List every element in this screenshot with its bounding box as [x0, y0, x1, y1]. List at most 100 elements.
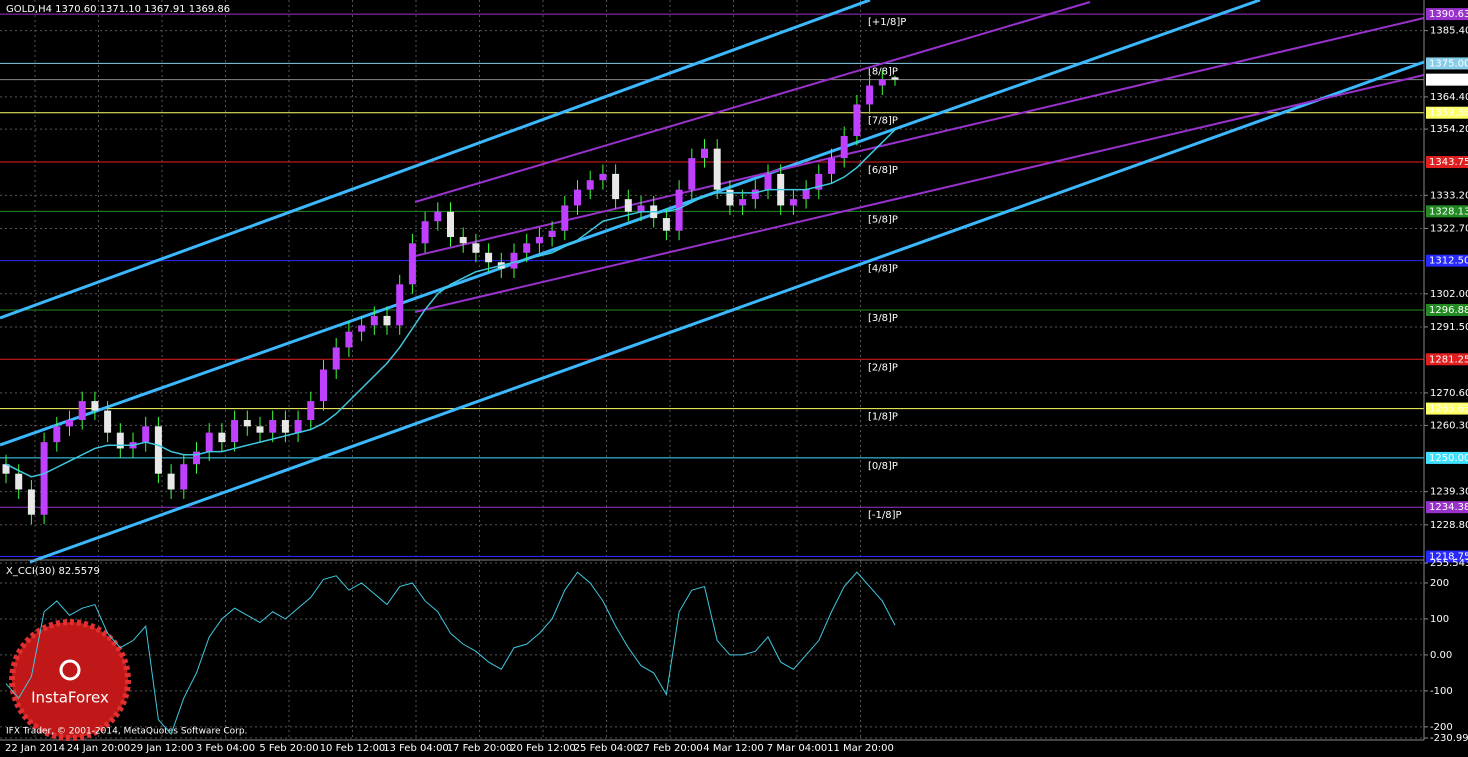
cci-tick-label: 200 [1430, 578, 1449, 589]
candle-body [396, 284, 404, 326]
candle-body [510, 252, 518, 269]
y-tick-label: 1385.40 [1430, 26, 1468, 37]
candle-body [802, 189, 810, 200]
candle-body [675, 189, 683, 231]
candle-body [599, 173, 607, 181]
candle-body [2, 464, 10, 474]
candle-body [116, 432, 124, 449]
levels: [+1/8]P [8/8]P [7/8]P [6/8]P [5/8]P [4/8]P [3/… [0, 13, 1424, 558]
candle-body [840, 136, 848, 159]
candle-body [662, 218, 670, 231]
cci-tick-label: 255.5434 [1430, 558, 1468, 569]
candle-body [40, 442, 48, 515]
candle-body [459, 237, 467, 244]
x-tick-label: 4 Mar 12:00 [703, 743, 763, 754]
cci-tick-label: 0.00 [1430, 650, 1452, 661]
candle-body [637, 205, 645, 212]
x-tick-label: 3 Feb 04:00 [196, 743, 255, 754]
level-name: [5/8]P [868, 214, 898, 225]
channel-line [0, 0, 871, 320]
x-tick-label: 5 Feb 20:00 [259, 743, 318, 754]
level-name: [0/8]P [868, 461, 898, 472]
candle-body [154, 426, 162, 474]
level-tag [1426, 156, 1468, 169]
candle-body [853, 104, 861, 137]
candle-body [688, 158, 696, 190]
last-price-tag [1426, 73, 1468, 86]
channels [0, 0, 1425, 564]
cci-tick-label: -200 [1430, 722, 1453, 733]
level-name: [1/8]P [868, 412, 898, 423]
y-tick-label: 1302.00 [1430, 289, 1468, 300]
candle-body [751, 189, 759, 200]
cci-line [5, 571, 896, 736]
y-tick-label: 1364.40 [1430, 92, 1468, 103]
level-name: [4/8]P [868, 264, 898, 275]
grid [0, 0, 1424, 740]
level-tag-label: 1250.00 [1429, 453, 1468, 464]
candle-body [523, 243, 531, 253]
candle-body [789, 199, 797, 206]
channel-line [414, 74, 1425, 313]
candle-body [574, 189, 581, 206]
level-tag-label: 1312.50 [1429, 256, 1468, 267]
candle-body [370, 315, 378, 326]
candle-body [243, 420, 251, 427]
candle-body [434, 211, 442, 222]
level-tag [1426, 402, 1468, 415]
candle-body [561, 205, 569, 231]
candle-body [307, 401, 315, 421]
x-tick-label: 11 Mar 20:00 [827, 743, 894, 754]
level-tag [1426, 353, 1468, 366]
level-tag [1426, 550, 1468, 563]
candle-body [548, 230, 556, 238]
candle-body [193, 451, 200, 465]
level-name: [7/8]P [868, 116, 898, 127]
level-tag [1426, 57, 1468, 70]
level-tag [1426, 8, 1468, 21]
y-tick-label: 1228.80 [1430, 520, 1468, 531]
last-price-label: 1369.86 [1429, 75, 1468, 86]
candle-body [421, 221, 429, 244]
candle-body [701, 148, 708, 159]
y-tick-label: 1270.60 [1430, 388, 1468, 399]
level-tag [1426, 205, 1468, 218]
cci-tick-label: -230.9914 [1430, 733, 1468, 744]
candle-body [612, 173, 620, 200]
candle-body [91, 401, 99, 411]
candle-body [447, 211, 454, 238]
x-tick-label: 27 Feb 20:00 [637, 743, 703, 754]
candle-body [78, 401, 86, 421]
candle-body [485, 252, 493, 263]
x-tick-label: 22 Jan 2014 [5, 743, 65, 754]
level-tag-label: 1328.13 [1429, 206, 1468, 217]
y-tick-label: 1333.20 [1430, 190, 1468, 201]
level-name: [+1/8]P [868, 17, 906, 28]
candle-body [624, 199, 632, 212]
candle-body [891, 77, 899, 80]
candle-body [269, 420, 277, 433]
x-tick-label: 7 Mar 04:00 [767, 743, 827, 754]
y-tick-label: 1354.20 [1430, 124, 1468, 135]
level-tag-label: 1265.63 [1429, 404, 1468, 415]
cci-tick-label: 100 [1430, 614, 1449, 625]
x-tick-label: 24 Jan 20:00 [67, 743, 130, 754]
candle-body [815, 173, 823, 190]
level-tag-label: 1296.88 [1429, 305, 1468, 316]
x-tick-label: 25 Feb 04:00 [574, 743, 640, 754]
level-tag-label: 1375.00 [1429, 58, 1468, 69]
candle-body [535, 237, 543, 244]
candle-body [167, 473, 175, 490]
candle-body [472, 243, 480, 253]
indicator-label: X_CCI(30) 82.5579 [6, 566, 100, 577]
candle-body [866, 85, 874, 105]
axes: 1385.40 1364.40 1354.20 1333.20 1322.70 1302.… [5, 8, 1468, 754]
level-name: [2/8]P [868, 362, 898, 373]
level-name: [3/8]P [868, 313, 898, 324]
copyright: IFX Trader, © 2001-2014, MetaQuotes Soft… [6, 727, 247, 737]
level-tag [1426, 501, 1468, 514]
logo-icon [59, 659, 81, 681]
candle-body [15, 473, 23, 490]
channel-line [0, 0, 1261, 447]
